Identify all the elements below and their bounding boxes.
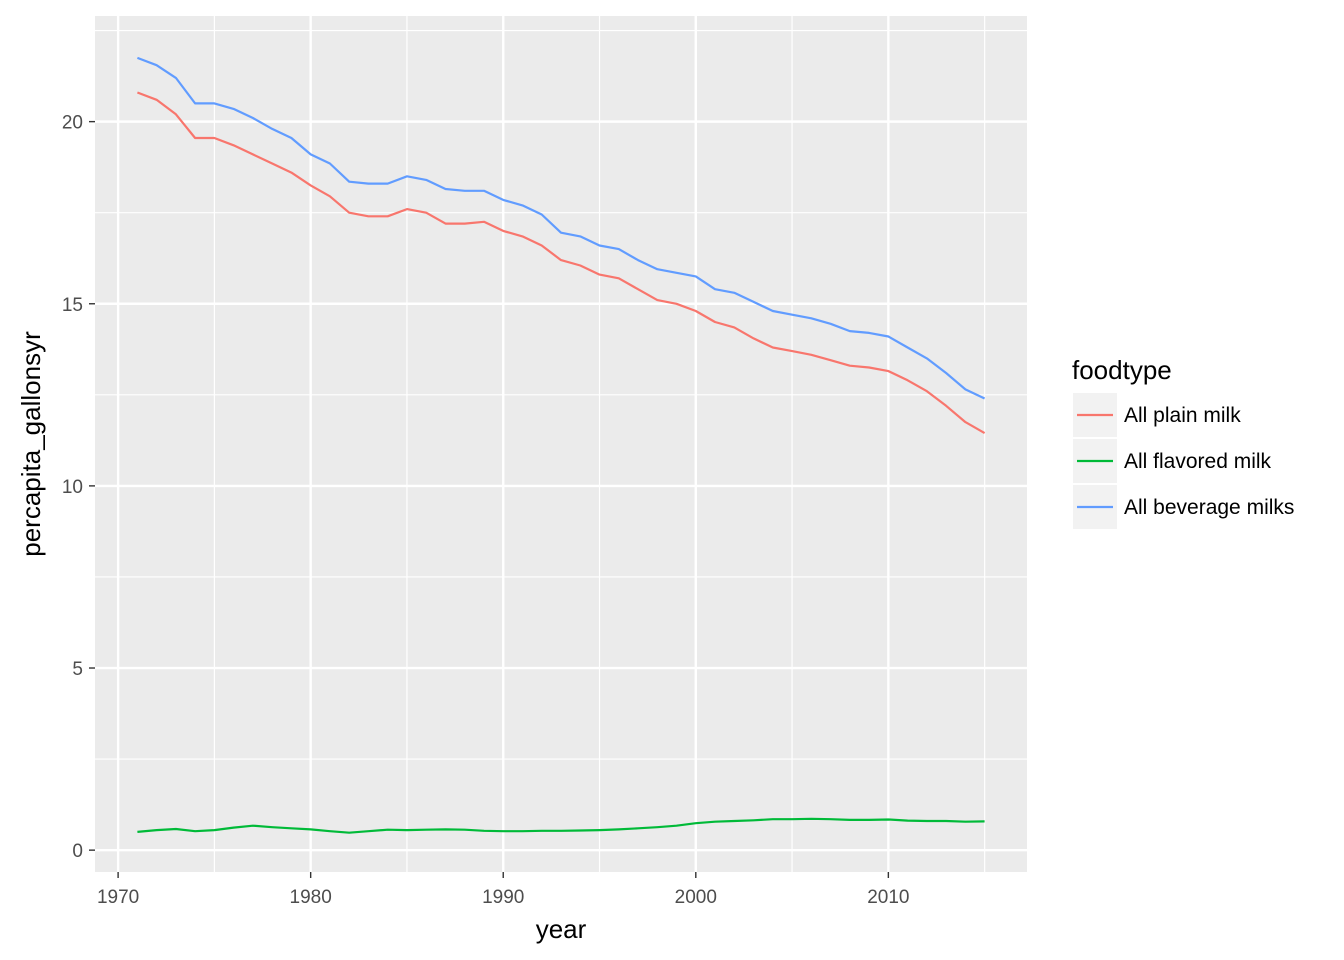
- series-lines: [137, 56, 986, 834]
- legend: foodtype All plain milk All flavored milk…: [1072, 355, 1294, 529]
- x-tick-label: 2000: [675, 887, 717, 908]
- y-tick-label: 10: [62, 477, 83, 498]
- legend-label: All beverage milks: [1124, 496, 1294, 519]
- series-line-all-beverage-milks: [137, 56, 986, 400]
- legend-item-all-beverage-milks: All beverage milks: [1073, 485, 1294, 529]
- panel-background: [95, 16, 1027, 872]
- x-axis-title: year: [536, 914, 587, 944]
- y-tick-label: 0: [72, 841, 83, 862]
- legend-title: foodtype: [1072, 355, 1172, 385]
- legend-label: All plain milk: [1124, 404, 1241, 427]
- y-axis-title: percapita_gallonsyr: [16, 331, 46, 557]
- y-tick-labels: 0 5 10 15 20: [62, 113, 83, 863]
- legend-item-all-plain-milk: All plain milk: [1073, 393, 1241, 437]
- series-line-all-flavored-milk: [137, 817, 985, 834]
- minor-gridlines: [95, 16, 1027, 872]
- legend-item-all-flavored-milk: All flavored milk: [1073, 439, 1272, 483]
- major-gridlines: [95, 16, 1027, 872]
- series-line-all-plain-milk: [137, 91, 986, 435]
- x-tick-label: 1970: [97, 887, 139, 908]
- y-tick-label: 15: [62, 295, 83, 316]
- x-tick-label: 2010: [867, 887, 909, 908]
- x-tick-label: 1990: [482, 887, 524, 908]
- axis-ticks: [89, 120, 890, 878]
- x-tick-labels: 1970 1980 1990 2000 2010: [97, 887, 910, 908]
- x-tick-label: 1980: [290, 887, 332, 908]
- legend-label: All flavored milk: [1124, 450, 1272, 473]
- y-tick-label: 20: [62, 113, 83, 134]
- y-tick-label: 5: [72, 659, 83, 680]
